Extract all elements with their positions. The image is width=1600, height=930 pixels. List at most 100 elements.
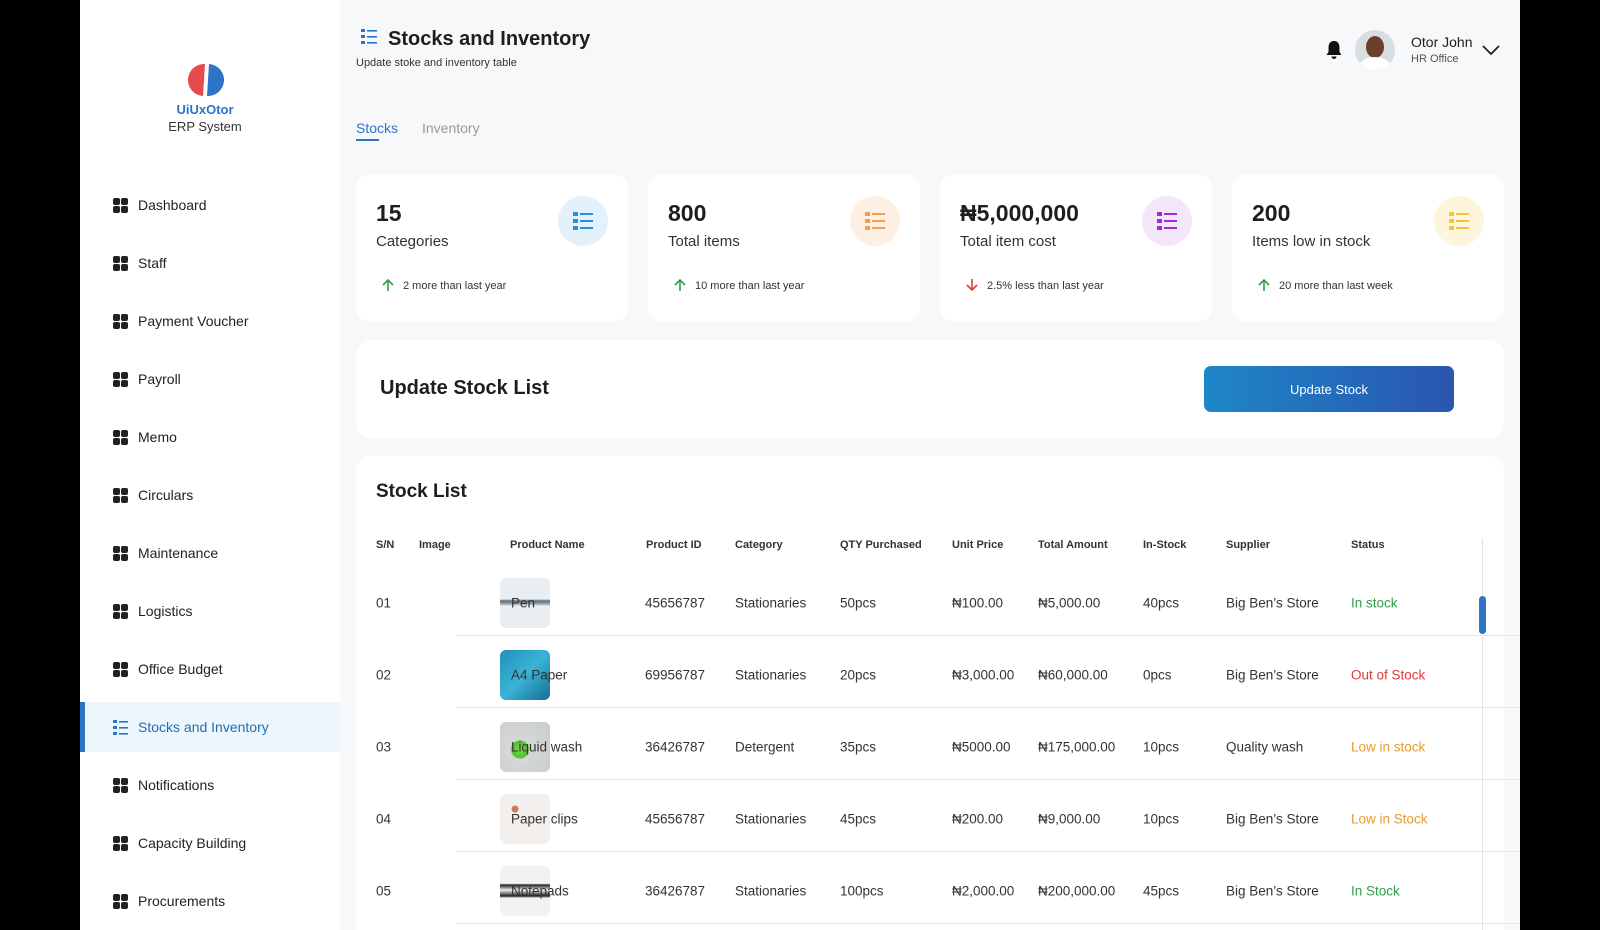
menu-label: Maintenance bbox=[138, 545, 219, 561]
status: Low in Stock bbox=[1351, 811, 1428, 827]
menu-icon bbox=[113, 893, 128, 909]
stat-note: 20 more than last week bbox=[1279, 280, 1393, 292]
dropdown-icon[interactable] bbox=[1482, 44, 1500, 56]
brand-subtitle: ERP System bbox=[168, 119, 242, 134]
cell: 45656787 bbox=[645, 595, 706, 611]
menu-icon bbox=[113, 313, 128, 329]
status: Out of Stock bbox=[1351, 667, 1426, 683]
menu-label: Circulars bbox=[138, 487, 194, 503]
scroll-thumb[interactable] bbox=[1479, 596, 1486, 634]
cell: 36426787 bbox=[645, 883, 706, 899]
cell: 40pcs bbox=[1143, 595, 1180, 611]
cell: A4 Paper bbox=[511, 667, 568, 683]
trend-down bbox=[966, 279, 978, 292]
cell: Stationaries bbox=[735, 595, 807, 611]
cell: ₦100.00 bbox=[952, 595, 1004, 611]
menu-item[interactable]: Stocks and Inventory bbox=[80, 702, 340, 752]
brand: UiUxOtor bbox=[176, 102, 234, 117]
cell: ₦9,000.00 bbox=[1038, 811, 1101, 827]
cell: 20pcs bbox=[840, 667, 877, 683]
cell: 10pcs bbox=[1143, 811, 1180, 827]
stat-label: Items low in stock bbox=[1252, 233, 1371, 250]
tab-underline bbox=[356, 139, 379, 141]
menu-item[interactable]: Payroll bbox=[80, 354, 340, 404]
stat-card: 800 Total items 10 more than last year bbox=[648, 174, 920, 322]
cell: 03 bbox=[376, 739, 392, 755]
menu-item[interactable]: Payment Voucher bbox=[80, 296, 340, 346]
page-icon bbox=[361, 29, 377, 44]
stat-value: 800 bbox=[668, 200, 707, 226]
row-divider bbox=[456, 707, 1520, 708]
tab[interactable]: Inventory bbox=[422, 120, 480, 136]
cell: 0pcs bbox=[1143, 667, 1172, 683]
menu-item[interactable]: Circulars bbox=[80, 470, 340, 520]
menu-item[interactable]: Logistics bbox=[80, 586, 340, 636]
trend-up bbox=[674, 278, 686, 291]
menu-label: Payment Voucher bbox=[138, 313, 249, 329]
menu-label: Notifications bbox=[138, 777, 215, 793]
app: UiUxOtor ERP System Dashboard Staff Paymen… bbox=[80, 0, 1520, 930]
cell: Liquid wash bbox=[511, 739, 583, 755]
stat-value: 200 bbox=[1252, 200, 1291, 226]
menu-item[interactable]: Office Budget bbox=[80, 644, 340, 694]
menu-icon bbox=[113, 661, 128, 677]
menu-item[interactable]: Staff bbox=[80, 238, 340, 288]
menu-item[interactable]: Procurements bbox=[80, 876, 340, 926]
row-divider bbox=[456, 923, 1520, 924]
cell: ₦5000.00 bbox=[952, 739, 1011, 755]
column-header: Product ID bbox=[646, 539, 702, 551]
column-header: Total Amount bbox=[1038, 539, 1108, 551]
cell: Stationaries bbox=[735, 811, 807, 827]
column-header: In-Stock bbox=[1143, 539, 1187, 551]
cell: Big Ben’s Store bbox=[1226, 811, 1319, 827]
menu-item[interactable]: Maintenance bbox=[80, 528, 340, 578]
stat-icon bbox=[1142, 196, 1192, 246]
status: In Stock bbox=[1351, 883, 1400, 899]
cell: ₦3,000.00 bbox=[952, 667, 1015, 683]
column-header: Supplier bbox=[1226, 539, 1271, 551]
menu-icon bbox=[113, 371, 128, 387]
menu-label: Dashboard bbox=[138, 197, 207, 213]
cell: 35pcs bbox=[840, 739, 877, 755]
page-subtitle: Update stoke and inventory table bbox=[356, 57, 517, 69]
menu-item[interactable]: Notifications bbox=[80, 760, 340, 810]
menu-label: Staff bbox=[138, 255, 167, 271]
menu-item[interactable]: Memo bbox=[80, 412, 340, 462]
menu-icon bbox=[113, 835, 128, 851]
update-button[interactable]: Update Stock bbox=[1204, 366, 1454, 412]
cell: 69956787 bbox=[645, 667, 706, 683]
menu-item[interactable]: Capacity Building bbox=[80, 818, 340, 868]
bell-icon[interactable] bbox=[1325, 40, 1343, 60]
product-image bbox=[500, 722, 550, 772]
menu-label: Payroll bbox=[138, 371, 181, 387]
cell: 01 bbox=[376, 595, 392, 611]
menu-label: Procurements bbox=[138, 893, 226, 909]
product-image bbox=[500, 578, 550, 628]
column-header: Unit Price bbox=[952, 539, 1004, 551]
menu-item[interactable]: Dashboard bbox=[80, 180, 340, 230]
menu-icon bbox=[113, 603, 128, 619]
cell: Detergent bbox=[735, 739, 795, 755]
trend-up bbox=[1258, 278, 1270, 291]
menu-label: Memo bbox=[138, 429, 177, 445]
cell: ₦60,000.00 bbox=[1038, 667, 1108, 683]
tab[interactable]: Stocks bbox=[356, 120, 399, 136]
scroll-track bbox=[1482, 538, 1483, 930]
cell: Stationaries bbox=[735, 883, 807, 899]
avatar[interactable] bbox=[1355, 30, 1395, 70]
cell: ₦200,000.00 bbox=[1038, 883, 1116, 899]
menu-label: Stocks and Inventory bbox=[138, 719, 269, 735]
status: Low in stock bbox=[1351, 739, 1426, 755]
stat-icon bbox=[850, 196, 900, 246]
logo bbox=[188, 63, 224, 97]
menu-label: Logistics bbox=[138, 603, 193, 619]
product-image bbox=[500, 794, 550, 844]
stat-icon bbox=[558, 196, 608, 246]
stat-value: 15 bbox=[376, 200, 402, 226]
product-image bbox=[500, 866, 550, 916]
stat-icon bbox=[1434, 196, 1484, 246]
stat-note: 2 more than last year bbox=[403, 280, 507, 292]
product-image bbox=[500, 650, 550, 700]
stat-label: Total item cost bbox=[960, 233, 1056, 250]
